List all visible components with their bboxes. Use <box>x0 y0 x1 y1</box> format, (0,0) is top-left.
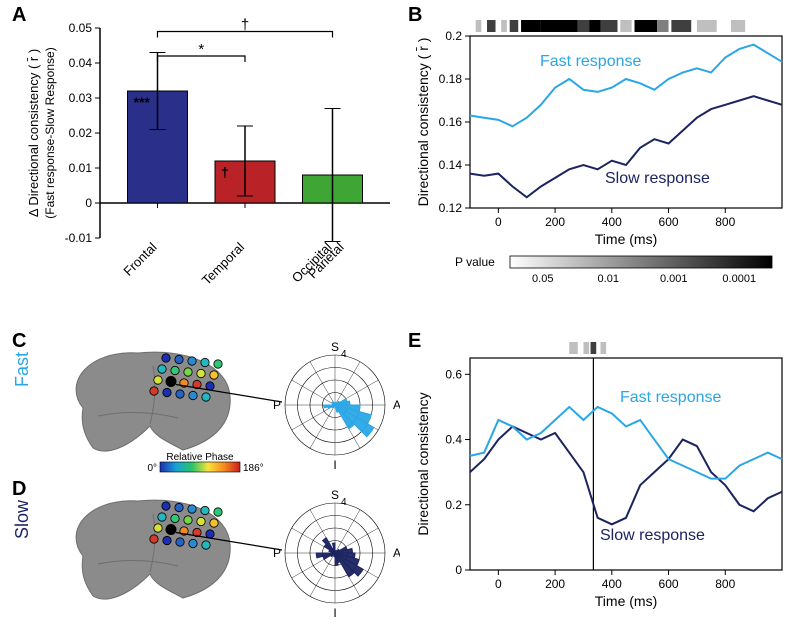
svg-text:186°: 186° <box>243 463 264 474</box>
svg-text:Temporal: Temporal <box>199 239 247 287</box>
panel-a-barchart: -0.01 0 0.01 0.02 0.03 0.04 0.05 Δ Directional … <box>20 8 400 328</box>
panel-b-linechart: 0 200 400 600 800 0.12 0.14 0.16 0.18 0.2 Fast res… <box>410 8 790 298</box>
svg-text:0: 0 <box>495 215 502 229</box>
svg-text:0.2: 0.2 <box>445 29 462 43</box>
svg-text:0.02: 0.02 <box>69 126 93 140</box>
svg-text:4: 4 <box>341 349 347 360</box>
svg-text:***: *** <box>134 94 151 110</box>
svg-text:0.4: 0.4 <box>445 433 462 447</box>
svg-text:0.2: 0.2 <box>445 498 462 512</box>
svg-text:(Fast response-Slow Response): (Fast response-Slow Response) <box>43 47 57 218</box>
svg-text:Fast response: Fast response <box>540 53 641 70</box>
svg-text:0.001: 0.001 <box>660 273 688 285</box>
svg-text:Frontal: Frontal <box>120 239 159 278</box>
svg-text:0.01: 0.01 <box>69 161 93 175</box>
svg-text:S: S <box>331 340 339 354</box>
svg-text:0.01: 0.01 <box>598 273 619 285</box>
svg-text:Time (ms): Time (ms) <box>595 593 657 609</box>
svg-text:0.18: 0.18 <box>439 72 463 86</box>
svg-text:P value: P value <box>455 255 495 269</box>
svg-text:0.03: 0.03 <box>69 91 93 105</box>
svg-text:600: 600 <box>659 577 679 591</box>
panel-d-brain-rose: S A I P 4 <box>50 478 400 628</box>
svg-text:0: 0 <box>495 577 502 591</box>
svg-text:Slow response: Slow response <box>605 170 710 187</box>
svg-text:S: S <box>331 488 339 502</box>
svg-text:400: 400 <box>602 577 622 591</box>
svg-text:A: A <box>393 398 400 412</box>
svg-text:I: I <box>333 606 336 620</box>
side-label-fast: Fast <box>12 352 33 387</box>
svg-text:Fast response: Fast response <box>620 389 721 406</box>
svg-text:0.05: 0.05 <box>532 273 553 285</box>
svg-text:Relative Phase: Relative Phase <box>166 452 234 463</box>
svg-text:4: 4 <box>341 497 347 508</box>
svg-text:Slow response: Slow response <box>600 527 705 544</box>
svg-text:0.05: 0.05 <box>69 21 93 35</box>
svg-text:0: 0 <box>85 196 92 210</box>
svg-text:200: 200 <box>545 577 565 591</box>
svg-text:†: † <box>241 17 249 34</box>
svg-text:0.14: 0.14 <box>439 158 463 172</box>
svg-text:Directional consistency ( r̄ ): Directional consistency ( r̄ ) <box>415 38 431 207</box>
svg-text:600: 600 <box>659 215 679 229</box>
svg-text:800: 800 <box>715 215 735 229</box>
svg-text:800: 800 <box>715 577 735 591</box>
svg-text:-0.01: -0.01 <box>65 231 93 245</box>
svg-text:P: P <box>273 546 281 560</box>
svg-text:400: 400 <box>602 215 622 229</box>
side-label-slow: Slow <box>12 500 33 539</box>
svg-text:0.12: 0.12 <box>439 201 463 215</box>
svg-text:P: P <box>273 398 281 412</box>
svg-text:Δ Directional consistency ( r̄: Δ Directional consistency ( r̄ ) <box>26 49 41 217</box>
svg-text:0°: 0° <box>147 463 157 474</box>
svg-text:0.16: 0.16 <box>439 115 463 129</box>
svg-text:0.04: 0.04 <box>69 56 93 70</box>
svg-text:*: * <box>198 41 204 58</box>
label-c: C <box>12 330 26 353</box>
svg-text:A: A <box>393 546 400 560</box>
svg-text:0.6: 0.6 <box>445 367 462 381</box>
panel-c-brain-rose: S A I P 4 Relative Phase 0° 186° <box>50 330 400 480</box>
svg-text:Directional consistency: Directional consistency <box>415 392 431 535</box>
svg-text:200: 200 <box>545 215 565 229</box>
panel-e-linechart: 0 200 400 600 800 0 0.2 0.4 0.6 Fast response Slow… <box>410 330 790 630</box>
svg-text:Time (ms): Time (ms) <box>595 231 657 247</box>
svg-text:0: 0 <box>455 563 462 577</box>
svg-text:I: I <box>333 458 336 472</box>
label-d: D <box>12 478 26 501</box>
svg-text:†: † <box>221 164 229 180</box>
figure-root: A B C D E -0.0100.010.020.030.040.05Δ Di… <box>0 0 800 636</box>
svg-text:0.0001: 0.0001 <box>722 273 756 285</box>
